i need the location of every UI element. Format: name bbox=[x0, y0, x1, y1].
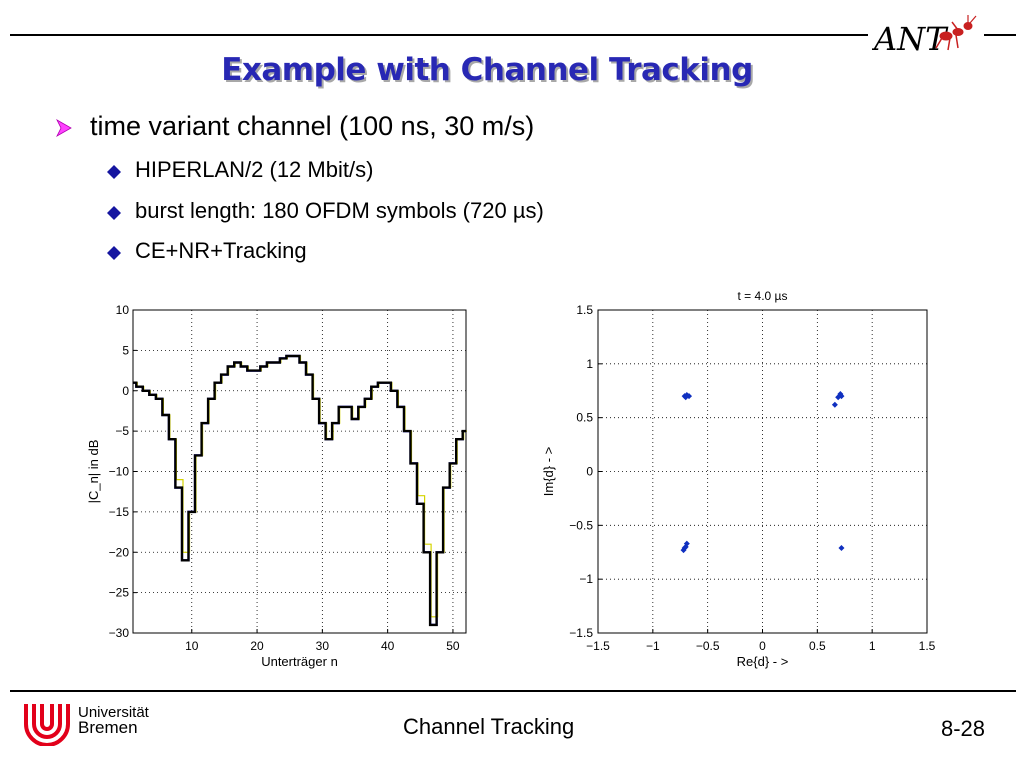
x-tick-label: −0.5 bbox=[696, 639, 720, 653]
university-name-line1: Universität bbox=[78, 704, 149, 721]
plot-area-left bbox=[133, 310, 466, 633]
data-point bbox=[682, 543, 689, 550]
university-name-line2: Bremen bbox=[78, 718, 138, 737]
plot-frame-left bbox=[132, 309, 467, 634]
plot-area-right bbox=[598, 310, 927, 633]
y-tick-label: −25 bbox=[109, 586, 130, 600]
y-tick-label: 5 bbox=[122, 343, 129, 357]
y-tick-label: −10 bbox=[109, 465, 130, 479]
y-tick-label: 10 bbox=[116, 303, 130, 317]
x-tick-label: −1.5 bbox=[586, 639, 610, 653]
data-point bbox=[681, 393, 688, 400]
x-axis-label: Re{d} - > bbox=[737, 654, 789, 669]
x-tick-label: 1.5 bbox=[919, 639, 936, 653]
data-point bbox=[831, 401, 838, 408]
y-axis-label: Im{d} - > bbox=[541, 447, 556, 497]
y-tick-label: 1 bbox=[586, 357, 593, 371]
y-tick-label: −15 bbox=[109, 505, 130, 519]
y-tick-label: −20 bbox=[109, 545, 130, 559]
data-point bbox=[683, 540, 690, 547]
slide-title: Example with Channel Tracking bbox=[221, 52, 753, 88]
x-tick-label: 20 bbox=[250, 639, 264, 653]
x-tick-label: 0.5 bbox=[809, 639, 826, 653]
data-point bbox=[680, 547, 687, 554]
data-point bbox=[686, 393, 693, 400]
ant-logo: ANT bbox=[872, 15, 977, 58]
data-point bbox=[681, 544, 688, 551]
x-tick-label: 0 bbox=[759, 639, 766, 653]
series-line-black bbox=[133, 354, 466, 627]
university-logo-icon bbox=[24, 704, 70, 746]
sub-bullet-1: HIPERLAN/2 (12 Mbit/s) bbox=[135, 157, 374, 182]
y-tick-label: 0.5 bbox=[576, 411, 593, 425]
x-tick-label: 30 bbox=[316, 639, 330, 653]
y-tick-label: −30 bbox=[109, 626, 130, 640]
y-tick-label: 0 bbox=[122, 384, 129, 398]
data-point bbox=[838, 393, 845, 400]
ant-logo-text: ANT bbox=[872, 20, 949, 58]
data-point bbox=[837, 390, 844, 397]
y-tick-label: −1.5 bbox=[569, 626, 593, 640]
y-tick-label: −0.5 bbox=[569, 518, 593, 532]
x-tick-label: 1 bbox=[869, 639, 876, 653]
diamond-bullet-icon bbox=[107, 246, 121, 260]
y-axis-label: |C_n| in dB bbox=[86, 440, 101, 504]
sub-bullet-3: CE+NR+Tracking bbox=[135, 238, 307, 263]
diamond-bullet-icon bbox=[107, 165, 121, 179]
data-point bbox=[835, 394, 842, 401]
y-tick-label: 0 bbox=[586, 465, 593, 479]
data-point bbox=[682, 394, 689, 401]
series-line-yellow bbox=[134, 355, 467, 618]
series-line-blue bbox=[133, 354, 466, 626]
arrow-bullet-icon bbox=[56, 118, 72, 138]
footer-rule bbox=[10, 690, 1016, 692]
y-tick-label: −5 bbox=[115, 424, 129, 438]
y-tick-label: −1 bbox=[579, 572, 593, 586]
x-tick-label: 40 bbox=[381, 639, 395, 653]
page-number: 8-28 bbox=[941, 716, 986, 741]
plot-frame-right bbox=[597, 309, 928, 634]
chart-title: t = 4.0 µs bbox=[738, 289, 788, 303]
x-tick-label: 10 bbox=[185, 639, 199, 653]
x-tick-label: 50 bbox=[446, 639, 460, 653]
header-rule-left bbox=[10, 34, 868, 36]
footer-title: Channel Tracking bbox=[403, 714, 575, 739]
diamond-bullet-icon bbox=[107, 206, 121, 220]
x-tick-label: −1 bbox=[646, 639, 660, 653]
bullet-main: time variant channel (100 ns, 30 m/s) bbox=[90, 111, 535, 141]
header-rule-right bbox=[984, 34, 1016, 36]
data-point bbox=[838, 544, 845, 551]
x-axis-label: Unterträger n bbox=[261, 654, 338, 669]
data-point bbox=[683, 392, 690, 399]
ant-icon bbox=[935, 15, 977, 51]
sub-bullet-2: burst length: 180 OFDM symbols (720 µs) bbox=[135, 198, 544, 223]
y-tick-label: 1.5 bbox=[576, 303, 593, 317]
